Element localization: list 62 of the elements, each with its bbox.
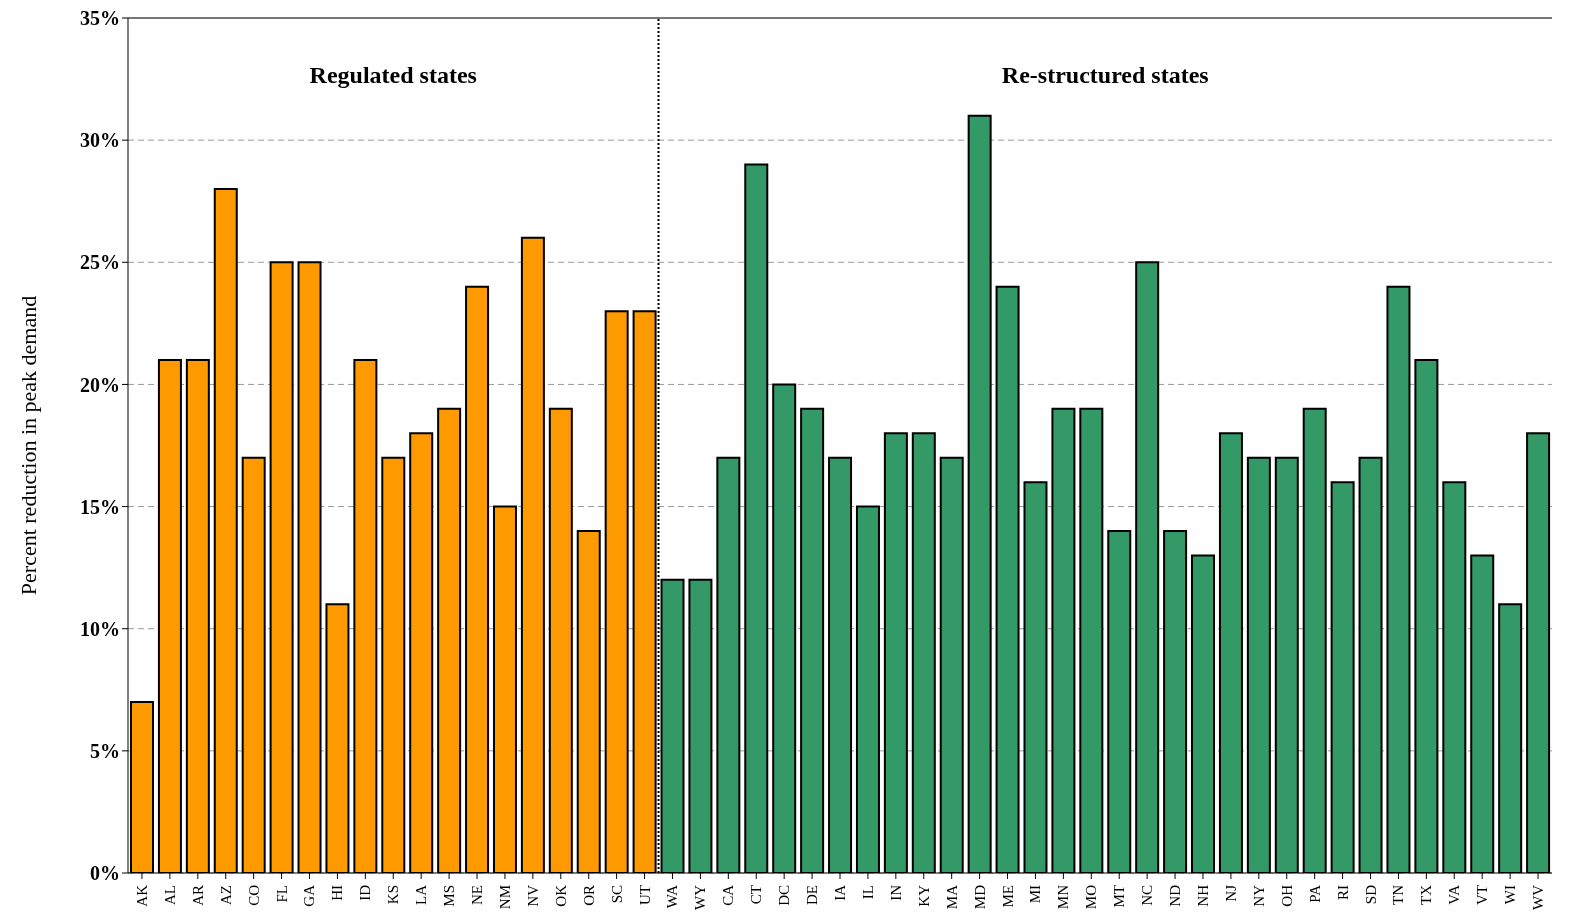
x-tick-label: TN bbox=[1390, 884, 1407, 905]
x-tick-label: IA bbox=[832, 884, 848, 901]
x-tick-label: DE bbox=[804, 885, 821, 905]
x-tick-label: OH bbox=[1278, 884, 1295, 907]
x-tick-label: ME bbox=[999, 885, 1016, 908]
x-tick-label: ID bbox=[357, 884, 374, 901]
x-tick-label: WA bbox=[664, 884, 681, 909]
y-tick-label: 5% bbox=[90, 739, 120, 762]
x-tick-label: MT bbox=[1111, 885, 1128, 908]
x-tick-label: NH bbox=[1194, 884, 1211, 907]
x-tick-label: NV bbox=[524, 884, 541, 907]
x-tick-label: CA bbox=[720, 884, 737, 906]
y-tick-label: 0% bbox=[90, 862, 120, 885]
y-axis-title: Percent reduction in peak demand bbox=[15, 295, 41, 596]
x-tick-label: MO bbox=[1083, 884, 1100, 910]
x-tick-label: CT bbox=[748, 885, 765, 905]
x-tick-label: OR bbox=[580, 885, 597, 906]
x-tick-label: WV bbox=[1530, 884, 1547, 910]
x-tick-label: OK bbox=[552, 884, 569, 907]
y-tick-label: 15% bbox=[80, 495, 120, 518]
y-tick-label: 20% bbox=[80, 373, 120, 396]
x-tick-label: MS bbox=[441, 885, 458, 907]
annotation: Re-structured states bbox=[1001, 62, 1209, 89]
x-tick-label: PA bbox=[1306, 884, 1323, 903]
x-tick-label: DC bbox=[776, 885, 793, 906]
x-tick-label: IN bbox=[887, 884, 904, 901]
x-tick-label: CO bbox=[245, 884, 262, 906]
x-tick-label: VT bbox=[1474, 885, 1491, 905]
x-tick-label: KY bbox=[915, 884, 932, 907]
annotation: Regulated states bbox=[309, 62, 477, 89]
x-tick-label: HI bbox=[329, 885, 346, 901]
y-tick-label: 10% bbox=[80, 617, 120, 640]
x-tick-label: SD bbox=[1362, 884, 1379, 905]
y-tick-label: 35% bbox=[80, 7, 120, 30]
x-tick-label: WI bbox=[1502, 885, 1519, 905]
x-tick-label: TX bbox=[1418, 884, 1435, 905]
x-tick-label: KS bbox=[385, 885, 402, 905]
x-tick-label: AZ bbox=[217, 885, 234, 905]
x-tick-label: AL bbox=[161, 885, 178, 905]
x-tick-label: NC bbox=[1139, 885, 1156, 906]
x-tick-label: MI bbox=[1027, 885, 1044, 904]
x-tick-label: FL bbox=[273, 885, 290, 903]
y-tick-label: 25% bbox=[80, 251, 120, 274]
x-tick-label: NJ bbox=[1222, 884, 1239, 902]
x-tick-label: NE bbox=[469, 885, 486, 905]
x-tick-label: MA bbox=[943, 884, 960, 910]
x-tick-label: VA bbox=[1446, 884, 1463, 905]
x-tick-label: NM bbox=[496, 885, 513, 910]
x-tick-label: MN bbox=[1055, 884, 1072, 910]
x-tick-label: RI bbox=[1334, 885, 1351, 900]
x-tick-label: AK bbox=[133, 884, 150, 907]
x-tick-label: IL bbox=[859, 885, 876, 900]
x-tick-label: MD bbox=[971, 884, 988, 910]
x-tick-label: NY bbox=[1250, 884, 1267, 907]
x-tick-label: UT bbox=[636, 885, 653, 905]
y-tick-label: 30% bbox=[80, 129, 120, 152]
x-tick-label: GA bbox=[301, 884, 318, 907]
x-tick-label: LA bbox=[413, 884, 430, 905]
x-tick-label: ND bbox=[1167, 884, 1184, 907]
x-tick-label: AR bbox=[189, 885, 206, 906]
x-tick-label: WY bbox=[692, 884, 709, 910]
x-tick-label: SC bbox=[608, 885, 625, 904]
